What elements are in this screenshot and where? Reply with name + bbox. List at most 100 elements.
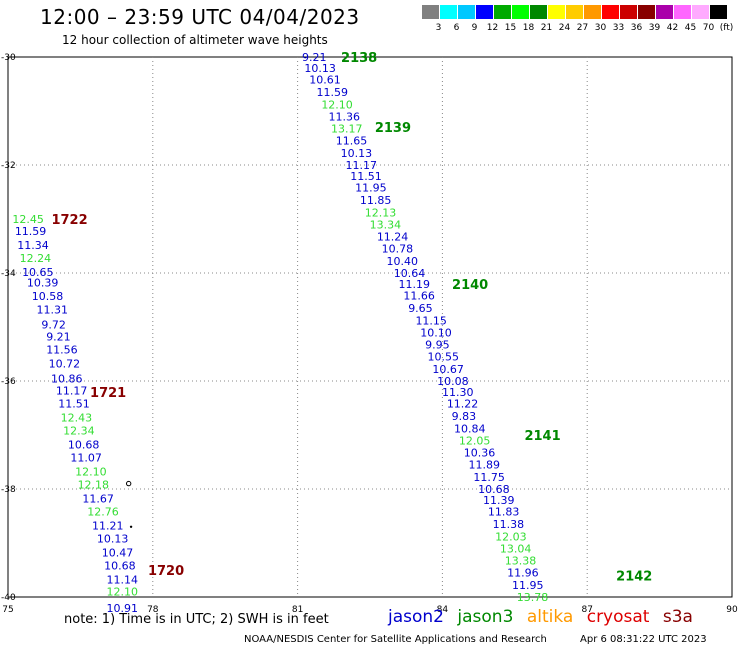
wave-height-value: 11.30: [442, 386, 474, 399]
wave-height-value: 10.13: [304, 62, 336, 75]
wave-height-value: 10.58: [32, 290, 64, 303]
wave-height-value: 10.68: [68, 439, 100, 452]
wave-height-value: 10.86: [51, 372, 83, 385]
pass-number-label: 2138: [341, 51, 377, 66]
wave-height-value: 13.38: [505, 554, 537, 567]
pass-number-label: 2139: [375, 121, 411, 136]
wave-height-value: 9.95: [425, 338, 450, 351]
location-marker: [125, 480, 132, 487]
sat-cryosat: cryosat: [586, 607, 650, 627]
wave-height-value: 12.24: [20, 252, 52, 265]
legend-swatch: [494, 5, 511, 19]
legend-swatch: [422, 5, 439, 19]
legend-label: 18: [522, 23, 535, 33]
wave-height-value: 11.56: [46, 344, 77, 357]
legend-label: 33: [612, 23, 625, 33]
wave-height-value: 10.65: [22, 266, 54, 279]
plot-frame: [7, 56, 733, 598]
sat-jason2: jason2: [388, 607, 444, 627]
legend-label: 45: [684, 23, 697, 33]
wave-height-value: 9.21: [46, 331, 70, 344]
sat-altika: altika: [526, 607, 574, 627]
wave-height-value: 11.51: [350, 170, 382, 183]
satellite-legend: jason2 jason3 altika cryosat s3a: [388, 607, 701, 627]
wave-height-value: 10.47: [102, 547, 134, 560]
wave-height-value: 9.72: [41, 318, 66, 331]
legend-swatch: [476, 5, 493, 19]
wave-height-value: 12.76: [87, 506, 119, 519]
x-tick-label: 87: [581, 605, 592, 615]
wave-height-value: 11.31: [37, 304, 68, 317]
wave-height-value: 11.59: [15, 225, 47, 238]
footnote: note: 1) Time is in UTC; 2) SWH is in fe…: [64, 612, 329, 627]
y-tick-label: -38: [1, 485, 16, 495]
sat-jason3: jason3: [457, 607, 514, 627]
wave-height-value: 11.75: [473, 471, 505, 484]
legend-label: 24: [558, 23, 571, 33]
wave-height-value: 11.65: [336, 135, 368, 148]
legend-swatch: [566, 5, 583, 19]
wave-height-value: 11.17: [56, 385, 88, 398]
legend-swatch: [674, 5, 691, 19]
pass-number-label: 1720: [148, 564, 184, 579]
wave-height-value: 10.64: [394, 267, 426, 280]
legend-swatch: [512, 5, 529, 19]
chart-title: 12:00 – 23:59 UTC 04/04/2023: [40, 5, 360, 29]
wave-height-value: 12.45: [12, 213, 44, 226]
x-tick-label: 90: [726, 605, 738, 615]
wave-height-value: 10.78: [382, 243, 414, 256]
wave-height-value: 11.59: [316, 86, 348, 99]
legend-swatch: [692, 5, 709, 19]
wave-height-value: 10.84: [454, 423, 486, 436]
wave-height-value: 11.36: [329, 110, 361, 123]
sat-s3a: s3a: [662, 607, 693, 627]
wave-height-value: 10.61: [309, 74, 341, 87]
wave-height-value: 11.14: [107, 574, 138, 587]
wave-height-value: 11.66: [403, 290, 435, 303]
wave-height-value: 10.91: [107, 602, 138, 615]
credit-line: NOAA/NESDIS Center for Satellite Applica…: [244, 634, 547, 645]
legend-swatch: [620, 5, 637, 19]
wave-height-value: 10.36: [464, 446, 496, 459]
y-tick-label: -36: [1, 377, 16, 387]
legend-label: 21: [540, 23, 553, 33]
wave-height-value: 13.78: [517, 591, 549, 604]
y-tick-label: -34: [1, 269, 16, 279]
wave-height-value: 9.83: [452, 410, 477, 423]
wave-height-value: 11.95: [355, 182, 387, 195]
legend-swatch: [458, 5, 475, 19]
legend-label: 30: [594, 23, 607, 33]
legend-label: 15: [504, 23, 517, 33]
wave-height-value: 10.68: [478, 483, 510, 496]
wave-height-value: 13.34: [370, 218, 402, 231]
wave-height-value: 11.19: [399, 278, 431, 291]
wave-height-value: 12.10: [75, 466, 107, 479]
wave-height-value: 11.34: [17, 239, 48, 252]
wave-height-value: 11.51: [58, 398, 89, 411]
pass-number-label: 2141: [524, 429, 560, 444]
wave-height-value: 10.40: [386, 255, 418, 268]
wave-height-value: 12.34: [63, 425, 95, 438]
wave-height-value: 11.07: [70, 452, 102, 465]
chart-subtitle: 12 hour collection of altimeter wave hei…: [62, 33, 328, 47]
legend-label: 9: [471, 23, 478, 33]
wave-height-value: 12.18: [78, 479, 110, 492]
legend-swatch: [440, 5, 457, 19]
wave-height-value: 12.03: [495, 531, 526, 544]
wave-height-value: 11.96: [507, 567, 539, 580]
legend-label: 39: [648, 23, 661, 33]
x-tick-label: 78: [147, 605, 159, 615]
pass-number-label: 2140: [452, 278, 488, 293]
legend-swatch: [584, 5, 601, 19]
legend-label: 36: [630, 23, 643, 33]
wave-height-value: 11.15: [415, 315, 447, 328]
wave-height-value: 9.21: [302, 51, 327, 64]
wave-height-value: 13.04: [500, 542, 532, 555]
y-tick-label: -32: [1, 161, 16, 171]
legend-swatch: [530, 5, 547, 19]
legend-swatch: [548, 5, 565, 19]
wave-height-value: 10.10: [420, 326, 452, 339]
wave-height-value: 11.83: [488, 506, 519, 519]
wave-height-value: 13.17: [331, 122, 363, 135]
